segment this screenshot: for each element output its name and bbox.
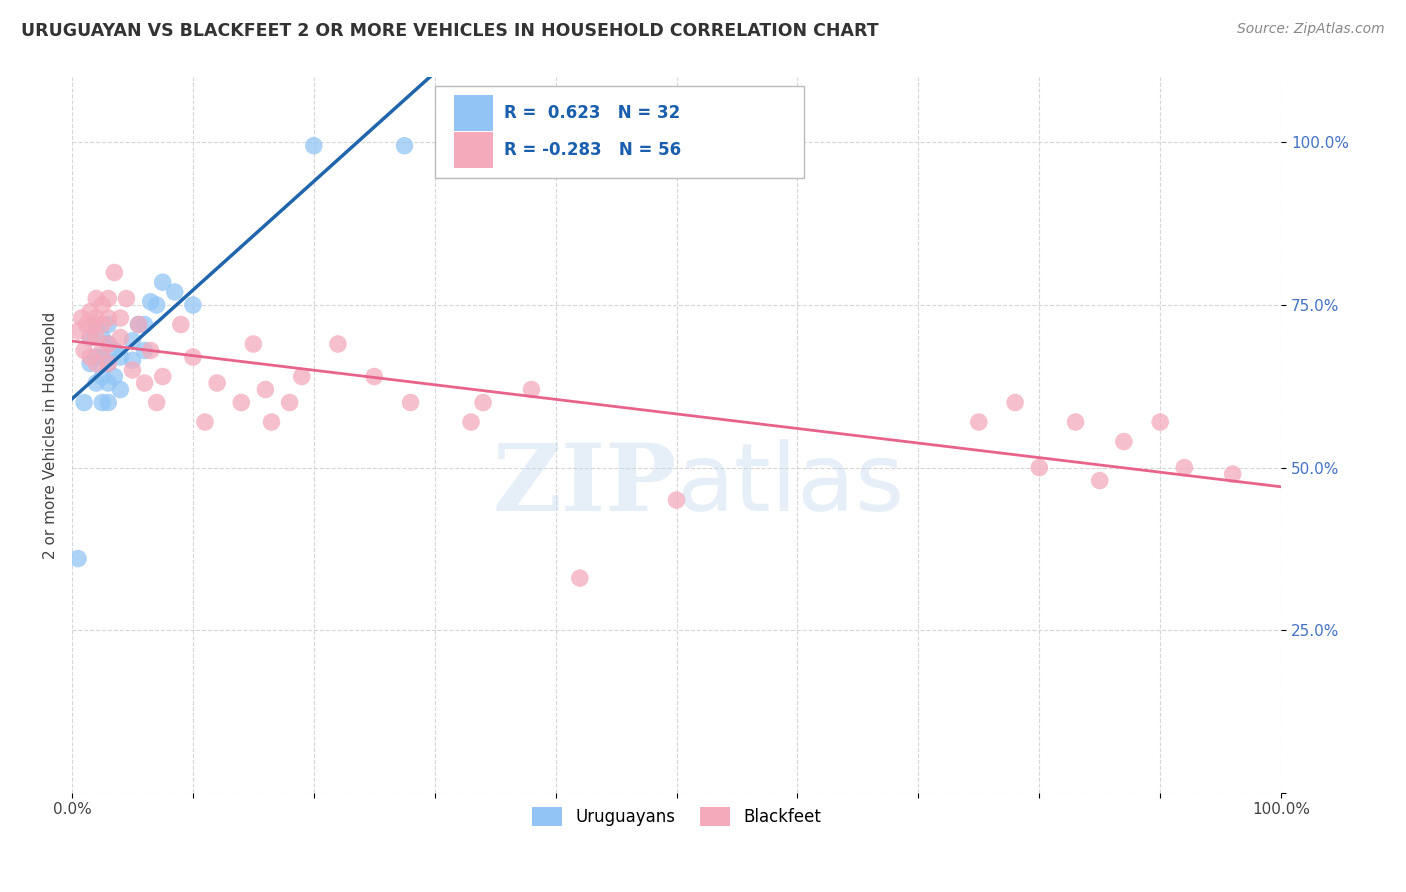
FancyBboxPatch shape [434, 86, 803, 178]
Point [73, 395, 96, 409]
Point [84, 350, 107, 364]
Point [278, 395, 301, 409]
Point [91, 395, 114, 409]
Point [70, 311, 93, 326]
Point [97, 337, 120, 351]
Point [97, 357, 120, 371]
Point [394, 138, 416, 153]
Point [110, 350, 132, 364]
Point [110, 330, 132, 344]
Point [79, 330, 101, 344]
Point [1112, 434, 1135, 449]
Point [67, 324, 90, 338]
Point [97, 318, 120, 332]
Point [139, 294, 162, 309]
Point [568, 571, 591, 585]
Point [520, 383, 543, 397]
Point [254, 383, 277, 397]
Point [1004, 395, 1026, 409]
Point [83, 318, 105, 332]
Point [231, 395, 253, 409]
Point [91, 330, 114, 344]
Point [205, 376, 228, 390]
Point [134, 318, 156, 332]
Point [134, 376, 156, 390]
Point [665, 493, 688, 508]
Point [79, 330, 101, 344]
Point [145, 298, 167, 312]
Point [194, 415, 217, 429]
Point [97, 395, 120, 409]
Text: R = -0.283   N = 56: R = -0.283 N = 56 [503, 141, 681, 160]
Point [115, 292, 138, 306]
Point [91, 343, 114, 358]
Point [134, 343, 156, 358]
Point [84, 311, 107, 326]
Point [91, 350, 114, 364]
Text: atlas: atlas [676, 439, 905, 531]
Point [79, 357, 101, 371]
Point [145, 395, 167, 409]
Point [472, 395, 495, 409]
Point [460, 415, 482, 429]
Text: ZIP: ZIP [492, 440, 676, 530]
Point [76, 318, 98, 332]
Point [97, 376, 120, 390]
Point [967, 415, 990, 429]
Legend: Uruguayans, Blackfeet: Uruguayans, Blackfeet [523, 798, 830, 834]
Point [302, 138, 325, 153]
Point [1173, 460, 1195, 475]
Point [110, 311, 132, 326]
Point [1088, 474, 1111, 488]
Point [103, 265, 125, 279]
FancyBboxPatch shape [454, 95, 492, 131]
Point [139, 343, 162, 358]
Point [121, 353, 143, 368]
Point [91, 318, 114, 332]
Point [399, 395, 422, 409]
Point [170, 318, 193, 332]
Point [84, 292, 107, 306]
Text: URUGUAYAN VS BLACKFEET 2 OR MORE VEHICLES IN HOUSEHOLD CORRELATION CHART: URUGUAYAN VS BLACKFEET 2 OR MORE VEHICLE… [21, 22, 879, 40]
Point [84, 357, 107, 371]
Point [103, 369, 125, 384]
Point [97, 292, 120, 306]
Point [97, 337, 120, 351]
Point [1222, 467, 1244, 481]
Point [1064, 415, 1087, 429]
Point [128, 318, 150, 332]
Y-axis label: 2 or more Vehicles in Household: 2 or more Vehicles in Household [44, 311, 58, 558]
Point [291, 369, 314, 384]
Point [84, 376, 107, 390]
Point [84, 318, 107, 332]
Point [242, 337, 264, 351]
Point [73, 343, 96, 358]
Point [121, 334, 143, 348]
Point [97, 357, 120, 371]
Point [103, 343, 125, 358]
Point [121, 363, 143, 377]
Point [79, 304, 101, 318]
FancyBboxPatch shape [454, 133, 492, 169]
Point [363, 369, 385, 384]
Point [326, 337, 349, 351]
Point [84, 330, 107, 344]
Point [181, 298, 204, 312]
Point [79, 350, 101, 364]
Point [110, 383, 132, 397]
Point [1149, 415, 1171, 429]
Text: Source: ZipAtlas.com: Source: ZipAtlas.com [1237, 22, 1385, 37]
Point [260, 415, 283, 429]
Point [1028, 460, 1050, 475]
Point [128, 318, 150, 332]
Point [152, 369, 174, 384]
Text: R =  0.623   N = 32: R = 0.623 N = 32 [503, 104, 681, 122]
Point [91, 298, 114, 312]
Point [97, 311, 120, 326]
Point [91, 369, 114, 384]
Point [163, 285, 186, 299]
Point [67, 551, 90, 566]
Point [152, 275, 174, 289]
Point [181, 350, 204, 364]
